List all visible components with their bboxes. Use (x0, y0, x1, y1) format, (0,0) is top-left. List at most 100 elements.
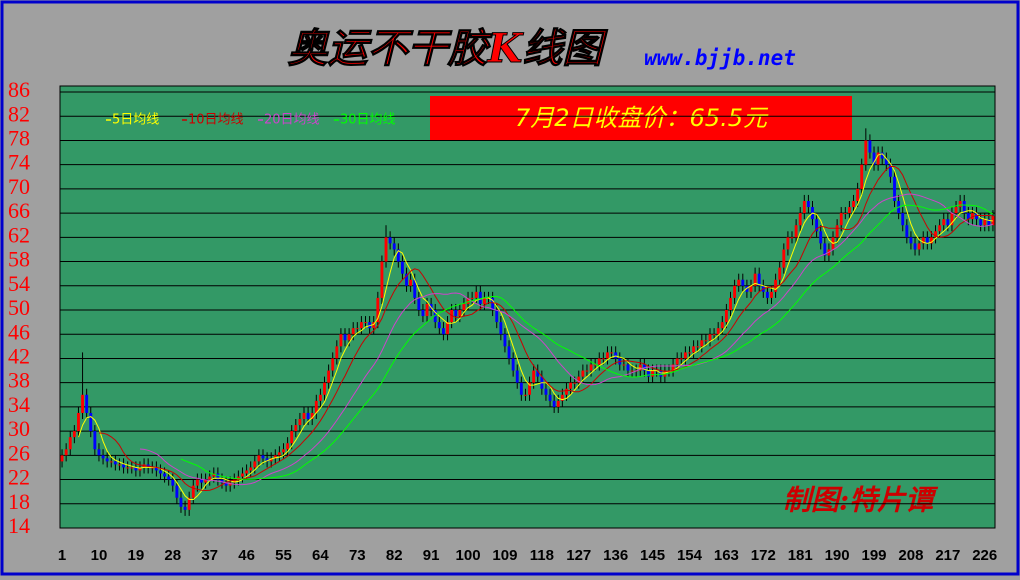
x-tick-label: 208 (898, 547, 923, 564)
candle-body (802, 201, 806, 214)
candle-body (536, 370, 540, 377)
candle-body (454, 310, 458, 317)
candle-body (515, 370, 519, 383)
candle-body (392, 243, 396, 250)
candle-body (638, 364, 642, 371)
candle-body (470, 297, 474, 299)
candle-body (729, 297, 732, 310)
moving-average-line (139, 193, 994, 486)
y-tick-label: 38 (8, 368, 30, 393)
candle-body (261, 455, 265, 459)
candle-body (962, 201, 966, 214)
candle-body (310, 412, 314, 419)
candle-body (606, 352, 609, 359)
x-tick-label: 1 (58, 547, 66, 564)
candle-body (913, 243, 917, 250)
x-tick-label: 163 (714, 547, 739, 564)
candle-body (483, 297, 486, 304)
candle-body (343, 334, 347, 341)
candle-body (925, 237, 929, 244)
y-tick-label: 14 (8, 513, 30, 538)
y-tick-label: 66 (8, 198, 30, 223)
candle-body (384, 237, 388, 262)
candle-body (81, 394, 84, 413)
candle-body (966, 213, 970, 220)
candle-body (823, 243, 827, 256)
candle-body (323, 382, 326, 395)
candle-body (122, 464, 125, 468)
candle-body (893, 176, 896, 201)
candle-body (524, 394, 527, 396)
candle-body (425, 303, 429, 317)
candle-body (569, 382, 572, 389)
candle-body (187, 497, 191, 510)
candle-body (150, 467, 154, 469)
candle-body (265, 458, 269, 462)
y-tick-label: 22 (8, 465, 30, 490)
candle-body (577, 376, 581, 383)
x-tick-label: 64 (312, 547, 329, 564)
candle-body (200, 479, 203, 483)
x-tick-label: 37 (201, 547, 218, 564)
candle-body (860, 164, 864, 189)
y-tick-label: 46 (8, 319, 30, 344)
candle-body (89, 412, 93, 432)
candle-body (511, 358, 515, 371)
candle-body (93, 431, 97, 450)
candle-body (355, 328, 359, 330)
candle-body (335, 346, 339, 359)
candle-body (458, 310, 462, 317)
candle-body (770, 291, 773, 298)
candle-body (396, 249, 400, 262)
candle-body (277, 452, 281, 456)
candle-body (450, 310, 454, 323)
candle-body (696, 346, 700, 348)
x-tick-label: 55 (275, 547, 292, 564)
candle-body (659, 370, 663, 377)
candle-body (614, 352, 618, 359)
candle-body (601, 358, 605, 360)
candle-body (552, 400, 556, 407)
candle-body (519, 382, 523, 395)
candle-body (675, 358, 679, 365)
legend-label: 20日均线 (264, 113, 320, 128)
candle-body (847, 207, 851, 214)
candle-body (593, 364, 597, 366)
candle-body (245, 470, 249, 474)
candle-body (183, 506, 187, 510)
candle-body (679, 358, 683, 360)
y-tick-label: 26 (8, 440, 30, 465)
x-tick-label: 46 (238, 547, 255, 564)
y-tick-label: 82 (8, 101, 30, 126)
candle-body (368, 322, 372, 329)
candle-body (400, 261, 404, 274)
candle-body (954, 207, 958, 214)
candle-body (560, 394, 564, 401)
candle-body (864, 140, 868, 165)
y-tick-label: 50 (8, 295, 30, 320)
candle-body (573, 382, 577, 384)
candle-body (347, 334, 351, 341)
x-tick-label: 199 (862, 547, 887, 564)
x-tick-label: 82 (386, 547, 403, 564)
legend: 5日均线 10日均线 20日均线 30日均线 (106, 113, 396, 128)
candle-body (950, 213, 954, 226)
footer: 制图:特片谭 (783, 484, 939, 517)
candle-body (331, 358, 335, 371)
candle-body (437, 322, 441, 329)
candle-body (507, 346, 511, 359)
candle-body (888, 164, 892, 177)
candle-body (474, 291, 478, 298)
candle-body (491, 297, 495, 310)
candle-body (204, 479, 208, 483)
x-tick-label: 10 (91, 547, 108, 564)
y-tick-label: 42 (8, 343, 30, 368)
candle-body (159, 470, 162, 474)
candle-body (880, 152, 884, 159)
candle-body (790, 237, 794, 239)
candle-body (532, 370, 536, 383)
candle-body (60, 455, 64, 462)
x-tick-label: 172 (751, 547, 776, 564)
candle-body (815, 219, 819, 232)
